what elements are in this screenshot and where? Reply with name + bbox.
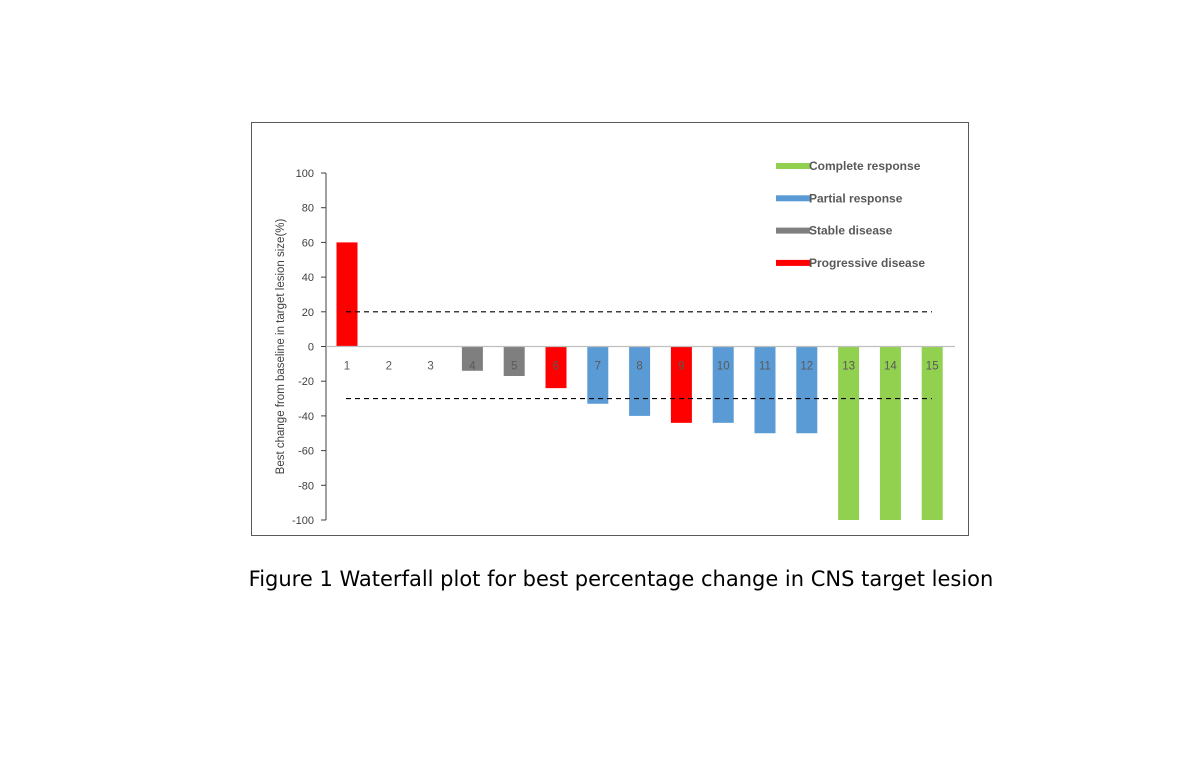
figure-caption: Figure 1 Waterfall plot for best percent… xyxy=(248,567,994,591)
bar-patient-14 xyxy=(879,346,901,520)
x-category-label: 14 xyxy=(884,361,897,373)
legend-label: Stable disease xyxy=(809,224,893,238)
y-tick-label: 100 xyxy=(296,168,314,180)
legend-swatch xyxy=(776,259,810,266)
category-labels: 1 2 3 4 5 6 7 8 9 10 11 12 13 14 15 xyxy=(344,361,939,373)
y-tick-label: -80 xyxy=(298,480,314,492)
reference-lines xyxy=(346,311,932,400)
legend-swatch xyxy=(776,195,810,202)
chart-frame: 100 80 60 40 20 0 -20 -40 -60 -80 -100 1 2 3 4 5 6 7 8 9 10… xyxy=(251,122,969,536)
bar-patient-12 xyxy=(796,346,818,434)
legend: Complete response Partial response Stable … xyxy=(776,159,925,270)
x-category-label: 5 xyxy=(511,361,517,373)
bar-patient-9 xyxy=(670,346,692,423)
x-category-label: 4 xyxy=(469,361,476,373)
y-tick-label: -100 xyxy=(292,515,314,527)
bar-patient-11 xyxy=(754,346,776,434)
x-category-label: 8 xyxy=(636,361,642,373)
y-tick-label: 80 xyxy=(302,203,314,215)
x-category-label: 12 xyxy=(800,361,813,373)
x-category-label: 2 xyxy=(386,361,392,373)
axis-layer: 100 80 60 40 20 0 -20 -40 -60 -80 -100 xyxy=(292,168,327,527)
bar-patient-10 xyxy=(712,346,734,423)
bar-patient-7 xyxy=(587,346,609,404)
x-category-label: 1 xyxy=(344,361,350,373)
legend-label: Partial response xyxy=(809,191,903,205)
bar-patient-1 xyxy=(336,242,358,347)
x-category-label: 6 xyxy=(553,361,559,373)
x-category-label: 9 xyxy=(678,361,684,373)
y-tick-label: 60 xyxy=(302,237,314,249)
y-tick-label: -60 xyxy=(298,446,314,458)
legend-label: Complete response xyxy=(809,159,921,173)
x-category-label: 11 xyxy=(759,361,771,373)
y-tick-label: 0 xyxy=(308,342,314,354)
x-category-label: 15 xyxy=(926,361,939,373)
bar-patient-13 xyxy=(838,346,860,520)
bars-layer xyxy=(326,242,955,520)
y-tick-label: 40 xyxy=(302,272,314,284)
y-axis-label: Best change from baseline in target lesi… xyxy=(275,218,287,474)
bar-patient-8 xyxy=(629,346,651,416)
bar-patient-15 xyxy=(921,346,943,520)
x-category-label: 13 xyxy=(842,361,855,373)
legend-swatch xyxy=(776,163,810,169)
x-category-label: 3 xyxy=(427,361,433,373)
bar-patient-4 xyxy=(461,346,483,371)
legend-swatch xyxy=(776,227,810,234)
x-category-label: 7 xyxy=(595,361,601,373)
legend-label: Progressive disease xyxy=(809,256,925,270)
y-tick-label: -40 xyxy=(298,411,314,423)
bar-patient-5 xyxy=(503,346,525,376)
x-category-label: 10 xyxy=(717,361,730,373)
y-tick-label: -20 xyxy=(298,376,314,388)
bar-patient-6 xyxy=(545,346,567,389)
y-tick-label: 20 xyxy=(302,307,314,319)
